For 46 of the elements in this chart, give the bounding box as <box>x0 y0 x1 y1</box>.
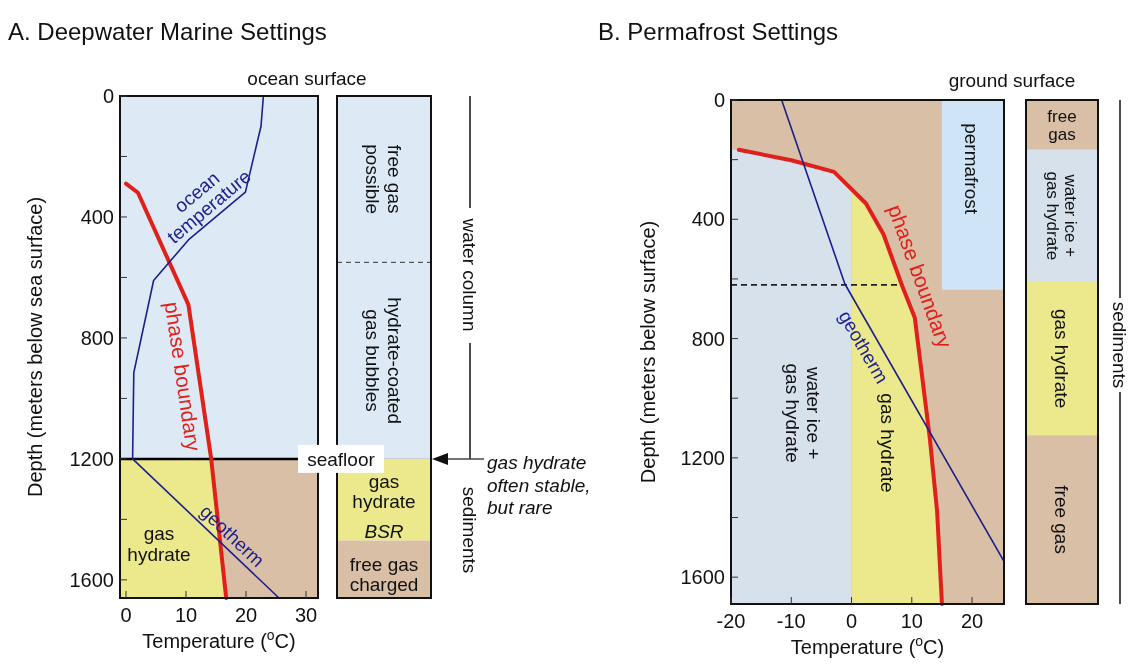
text: gas hydrate often stable, but rare <box>487 451 591 519</box>
series-label: gas hydrate <box>877 393 899 493</box>
text: free gas charged <box>349 553 419 595</box>
y-tick-label: 0 <box>713 89 725 111</box>
x-tick-label: 30 <box>294 604 318 626</box>
y-tick-label: 400 <box>691 208 725 231</box>
text: gas hydrate <box>1051 308 1073 409</box>
x-tick-label: 0 <box>845 610 858 632</box>
y-tick-label: 400 <box>80 205 114 228</box>
y-tick-label: 800 <box>691 327 725 350</box>
text: free gas <box>1051 485 1073 554</box>
text: water column <box>459 217 481 332</box>
text: ocean surface <box>247 67 367 89</box>
text: sediments <box>459 486 481 574</box>
x-tick-label: 20 <box>960 610 984 632</box>
y-tick-label: 1200 <box>69 447 114 470</box>
text: water ice + gas hydrate <box>1042 171 1081 261</box>
series-label: permafrost <box>961 123 983 215</box>
y-tick-label: 1200 <box>680 446 725 469</box>
x-tick-label: 10 <box>900 610 923 632</box>
x-axis-title: Temperature ($^{o}$C) <box>790 633 945 658</box>
text: hydrate-coated gas bubbles <box>362 297 406 424</box>
y-tick-label: 0 <box>102 85 114 107</box>
y-axis-title: Depth (meters below surface) <box>637 220 659 484</box>
text: free gas possible <box>362 144 406 215</box>
text: sediments <box>1109 301 1131 389</box>
text: phase boundary <box>160 300 206 454</box>
x-tick-label: 20 <box>234 604 258 626</box>
x-tick-label: 0 <box>120 604 132 626</box>
y-tick-label: 1600 <box>69 568 114 591</box>
y-tick-label: 800 <box>80 326 114 349</box>
text: ground surface <box>948 69 1076 91</box>
text: gas hydrate <box>352 471 416 513</box>
text: free gas <box>1047 106 1077 145</box>
chart-title: A. Deepwater Marine Settings <box>8 18 327 45</box>
series-label: gas hydrate <box>127 522 191 565</box>
chart-title: B. Permafrost Settings <box>598 18 839 45</box>
x-axis-title: Temperature ($^{o}$C) <box>142 627 296 652</box>
x-tick-label: -20 <box>716 610 746 632</box>
ref-line-label: seafloor <box>307 448 376 470</box>
x-tick-label: 10 <box>174 604 198 626</box>
series-label: water ice + gas hydrate <box>782 363 825 463</box>
y-tick-label: 1600 <box>680 566 725 589</box>
x-tick-label: -10 <box>776 610 806 632</box>
y-axis-title: Depth (meters below sea surface) <box>24 196 46 498</box>
text: BSR <box>364 521 404 543</box>
